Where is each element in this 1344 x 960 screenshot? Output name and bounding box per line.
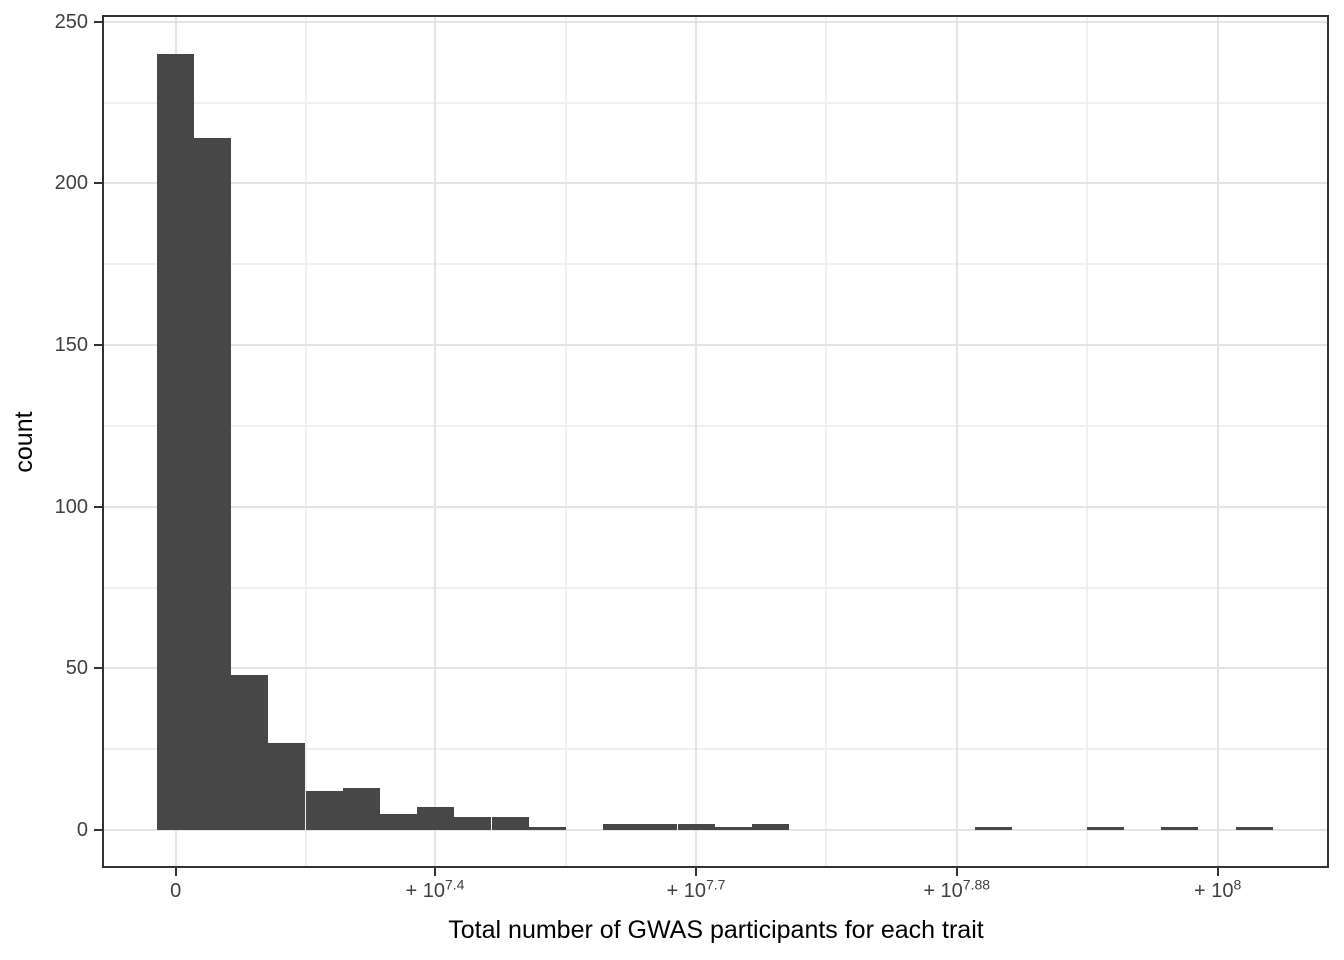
histogram-bar <box>975 826 1013 830</box>
histogram-bar <box>268 742 306 830</box>
y-axis-tick-label: 0 <box>76 819 88 841</box>
x-axis-tick <box>174 868 177 876</box>
y-axis-tick <box>94 182 102 185</box>
histogram-bar <box>342 787 380 830</box>
y-axis-tick-label: 200 <box>54 172 88 195</box>
histogram-bar <box>417 807 455 830</box>
gridline-minor-h <box>102 263 1329 266</box>
x-axis-tick-label: 0 <box>170 880 182 902</box>
x-axis-tick <box>434 868 436 876</box>
x-axis-tick-exponent: 8 <box>1233 876 1242 893</box>
y-axis-tick <box>94 667 102 670</box>
gridline-major-v <box>434 15 436 868</box>
y-axis-tick-label: 50 <box>65 657 88 680</box>
histogram-bar <box>379 813 418 830</box>
histogram-bar <box>305 791 343 830</box>
gridline-minor-v <box>564 15 567 868</box>
histogram-bar <box>603 823 641 830</box>
histogram-bar <box>1086 826 1124 830</box>
histogram-bar <box>491 817 529 830</box>
gridline-major-h <box>102 20 1329 23</box>
y-axis-tick-label: 100 <box>54 495 88 518</box>
histogram-bar <box>1235 826 1273 830</box>
y-axis-tick <box>94 829 102 831</box>
x-axis-tick-label: + 108 <box>1194 876 1242 902</box>
y-axis-tick <box>94 505 102 508</box>
gridline-minor-h <box>102 586 1329 589</box>
histogram-bar <box>677 823 715 830</box>
gridline-major-v <box>1216 15 1219 868</box>
x-axis-tick <box>955 868 958 876</box>
histogram-bar <box>193 138 232 830</box>
x-axis-title: Total number of GWAS participants for ea… <box>448 916 984 944</box>
histogram-bar <box>751 823 790 830</box>
histogram-bar <box>231 674 269 830</box>
gridline-major-v <box>695 15 697 868</box>
gridline-minor-v <box>825 15 828 868</box>
x-axis-tick-exponent: 7.88 <box>962 876 991 893</box>
gridline-major-h <box>102 667 1329 670</box>
gridline-major-v <box>955 15 958 868</box>
x-axis-tick-label: + 107.7 <box>666 876 726 902</box>
gridline-minor-h <box>102 101 1329 104</box>
gridline-minor-v <box>304 15 307 868</box>
gridline-minor-v <box>1086 15 1088 868</box>
histogram-bar <box>156 54 194 830</box>
x-axis-tick-exponent: 7.4 <box>445 876 465 893</box>
y-axis-tick-label: 150 <box>54 334 88 357</box>
x-axis-tick <box>1216 868 1219 876</box>
x-axis-tick-label: + 107.4 <box>405 876 465 902</box>
histogram-bar <box>640 823 678 830</box>
histogram-bar <box>714 826 752 830</box>
histogram-bar <box>1161 826 1199 830</box>
y-axis-tick-label: 250 <box>54 10 88 33</box>
gridline-major-h <box>102 182 1329 185</box>
gridline-major-h <box>102 344 1329 347</box>
plot-panel <box>102 15 1329 868</box>
histogram-bar <box>454 817 492 830</box>
gridline-major-h <box>102 829 1329 831</box>
y-axis-tick <box>94 344 102 347</box>
histogram-bar <box>528 826 566 830</box>
gridline-minor-h <box>102 424 1329 427</box>
panel-border <box>102 15 1329 868</box>
gridline-minor-h <box>102 748 1329 751</box>
x-axis-tick-label: + 107.88 <box>923 876 991 902</box>
y-axis-tick <box>94 20 102 23</box>
gridline-major-h <box>102 505 1329 508</box>
x-axis-tick <box>695 868 697 876</box>
x-axis-tick-exponent: 7.7 <box>706 876 726 893</box>
